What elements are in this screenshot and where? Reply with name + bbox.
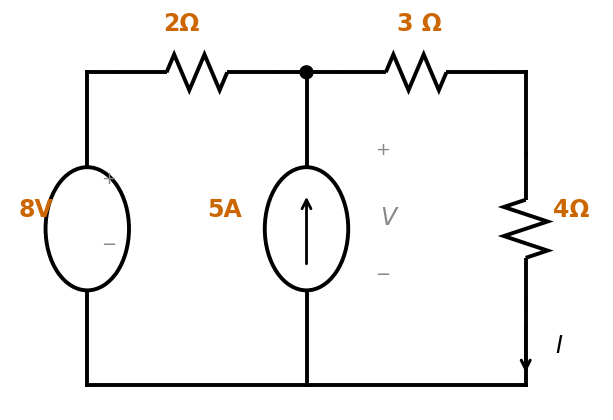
Text: +: + [101, 170, 116, 188]
Text: −: − [375, 266, 390, 284]
Text: V: V [381, 206, 397, 230]
Text: I: I [556, 333, 563, 357]
Text: 4Ω: 4Ω [553, 198, 590, 222]
Text: 5A: 5A [207, 198, 242, 222]
Text: 3 Ω: 3 Ω [397, 12, 441, 37]
Text: 8V: 8V [18, 198, 53, 222]
Circle shape [300, 66, 313, 79]
Text: 2Ω: 2Ω [164, 12, 200, 37]
Ellipse shape [265, 167, 348, 290]
Ellipse shape [45, 167, 129, 290]
Text: +: + [375, 141, 390, 158]
Text: −: − [101, 236, 116, 255]
